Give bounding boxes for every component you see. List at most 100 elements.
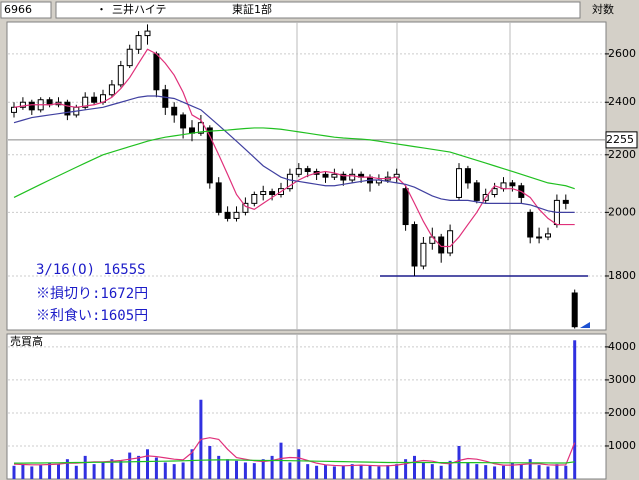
volume-bar [466,462,470,479]
volume-bar [137,455,141,479]
volume-bar [39,465,43,479]
volume-bar [12,465,16,479]
volume-bar [163,462,167,479]
volume-bar [341,465,345,479]
volume-bar [243,462,247,479]
volume-bar [386,465,390,479]
candle-body [153,53,160,91]
volume-bar [190,449,194,479]
volume-label: 売買高 [10,334,43,348]
candle-body [224,211,231,219]
volume-bar [74,465,78,479]
candle-body [411,224,418,267]
current-price-label: 2255 [606,133,634,146]
volume-bar [315,465,319,479]
candle-body [473,182,480,201]
candle-body [340,173,347,181]
volume-bar [217,455,221,479]
candle-body [527,211,534,238]
y-tick-label: 1800 [608,269,636,282]
y-tick-label: 3000 [608,373,636,386]
last-marker [580,322,590,328]
volume-bar [146,449,149,479]
volume-bar [519,464,523,479]
candle-body [64,101,71,116]
volume-bar [154,457,158,479]
candle-body [536,236,543,239]
ma-line [14,459,575,464]
candle-body [420,242,427,267]
volume-bar [413,455,416,479]
candle-body [162,89,169,108]
volume-bar [546,466,550,479]
volume-bar [65,459,69,479]
volume-bar [573,340,577,479]
volume-bar [395,464,399,479]
volume-bar [172,464,176,479]
volume-bar [57,464,60,479]
candle-body [144,30,151,37]
annotation: ※損切り:1672円 [36,286,148,302]
volume-bar [368,465,372,479]
candle-body [295,168,302,175]
candle-body [117,65,124,86]
volume-bar [484,465,488,479]
volume-bar [528,459,532,479]
volume-bar [208,445,212,479]
candle-body [438,236,445,254]
name-box [55,1,581,19]
candle-body [11,106,17,113]
volume-bar [181,462,185,479]
candle-body [286,173,293,190]
candle-body [19,101,26,108]
candle-body [509,182,516,187]
volume-bar [128,452,132,479]
volume-bar [332,466,336,479]
volume-bar [430,464,434,479]
candle-body [304,168,311,172]
volume-bar [555,464,559,479]
candle-body [464,168,471,184]
ma-line [13,48,575,248]
candle-body [206,127,213,184]
volume-bar [421,462,425,479]
candle-body [233,211,240,219]
volume-bar [261,459,265,479]
scale-mode[interactable]: 対数 [592,2,614,16]
candle-body [456,168,462,198]
ma-line [13,437,576,467]
market: 東証1部 [232,2,272,16]
volume-bar [288,462,292,479]
volume-bar [564,465,568,479]
volume-bar [359,465,363,479]
candle-body [322,173,329,178]
candle-body [91,96,98,103]
volume-bar [252,463,256,479]
candle-body [108,84,115,96]
marker: ・ [96,3,107,16]
current-price-box [605,131,638,149]
volume-bar [493,466,497,479]
y-tick-label: 2000 [608,406,636,419]
stock-name: 三井ハイテ [112,2,167,16]
volume-bar [270,455,274,479]
volume-bar [404,459,408,479]
candle-body [135,35,142,50]
candle-body [215,182,222,213]
candle-body [28,101,35,111]
volume-bar [101,462,105,479]
candle-body [491,188,498,195]
volume-bar [439,465,443,479]
y-tick-label: 2400 [608,95,636,108]
candle-body [180,114,187,129]
volume-bar [377,466,381,479]
candle-body [402,188,409,226]
candle-body [242,202,249,213]
volume-panel [6,333,607,480]
candle-body [82,96,89,108]
stock-code: 6966 [4,3,32,16]
volume-bar [448,460,452,479]
candle-body [251,193,258,204]
volume-bar [21,464,25,479]
candle-body [571,292,578,328]
